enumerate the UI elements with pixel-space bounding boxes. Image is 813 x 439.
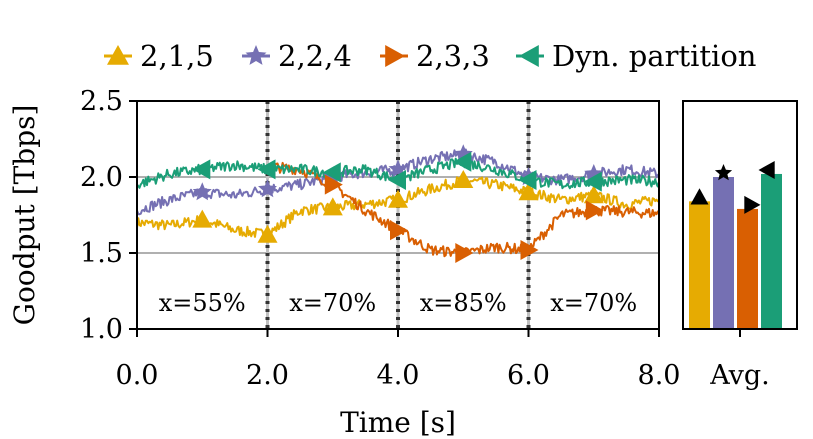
region-bg-2 [401, 286, 526, 318]
x-axis-ticks: 0.0 2.0 4.0 6.0 8.0 [116, 329, 681, 391]
y-tick-label-2: 2.0 [80, 162, 123, 193]
legend-label-2: 2,3,3 [416, 39, 490, 73]
series-marker-3-8 [388, 170, 406, 190]
series-marker-2-8 [520, 240, 539, 260]
series-marker-2-2 [324, 174, 343, 195]
x-tick-label-0: 0.0 [116, 360, 159, 391]
series-marker-0-6 [322, 197, 343, 216]
y-axis-label: Goodput [Tbps] [8, 105, 41, 326]
legend-marker-1 [245, 45, 267, 65]
series-marker-0-12 [518, 182, 539, 201]
legend-marker-0 [107, 45, 129, 65]
region-bg-1 [270, 286, 395, 318]
series-marker-1-14 [584, 164, 604, 183]
y-tick-label-3: 2.5 [80, 86, 123, 117]
avg-bar-1 [713, 177, 734, 329]
series-marker-3-4 [257, 159, 276, 180]
region-label-1: x=70% [289, 289, 376, 317]
series-marker-1-2 [192, 182, 212, 201]
legend-label-3: Dyn. partition [552, 39, 756, 73]
average-panel: Avg. [682, 100, 798, 391]
legend-label-0: 2,1,5 [140, 39, 214, 73]
region-bg-3 [531, 286, 656, 318]
series-marker-3-14 [583, 171, 602, 192]
avg-bar-2 [737, 208, 758, 329]
series-markers [192, 144, 604, 263]
series-marker-0-10 [453, 170, 474, 188]
series-marker-0-2 [192, 209, 213, 228]
x-tick-label-2: 4.0 [377, 360, 420, 391]
series-marker-0-8 [388, 189, 408, 208]
x-tick-label-3: 6.0 [507, 360, 550, 391]
avg-marker-3 [758, 161, 775, 179]
avg-marker-2 [744, 195, 761, 214]
series-marker-3-10 [453, 151, 472, 172]
phase-boundaries [265, 101, 531, 329]
series-marker-2-10 [585, 200, 604, 221]
avg-label: Avg. [709, 360, 770, 391]
average-bars [689, 161, 782, 329]
y-tick-label-1: 1.5 [80, 238, 123, 269]
legend-marker-2 [385, 45, 405, 67]
legend-marker-3 [519, 45, 539, 67]
series-marker-0-4 [257, 224, 278, 243]
region-label-3: x=70% [550, 289, 637, 317]
x-tick-label-1: 2.0 [246, 360, 289, 391]
avg-marker-0 [690, 188, 709, 205]
region-labels: x=55% x=70% x=85% x=70% [140, 286, 656, 318]
series-marker-0-14 [583, 185, 604, 204]
region-label-0: x=55% [159, 289, 246, 317]
x-tick-label-4: 8.0 [638, 360, 681, 391]
avg-bar-3 [761, 173, 782, 329]
series-marker-2-4 [390, 220, 408, 241]
series-marker-3-6 [322, 162, 341, 183]
series-marker-3-12 [518, 170, 537, 190]
series-marker-1-10 [453, 144, 473, 163]
y-tick-label-0: 1.0 [80, 314, 123, 345]
legend-label-1: 2,2,4 [278, 39, 352, 73]
time-series-panel: x=55% x=70% x=85% x=70% 0.0 2.0 4.0 6.0 8.0 1.0… [80, 86, 680, 391]
series-marker-3-2 [192, 159, 211, 180]
x-axis-label: Time [s] [340, 406, 456, 439]
region-bg-0 [140, 286, 265, 318]
region-label-2: x=85% [420, 289, 507, 317]
avg-marker-1 [714, 164, 733, 181]
series-marker-1-4 [258, 179, 277, 198]
series-marker-2-6 [455, 243, 474, 263]
y-axis-ticks: 1.0 1.5 2.0 2.5 [80, 86, 137, 345]
legend: 2,1,5 2,2,4 2,3,3 Dyn. partition [104, 39, 756, 73]
avg-bar-0 [689, 201, 710, 329]
